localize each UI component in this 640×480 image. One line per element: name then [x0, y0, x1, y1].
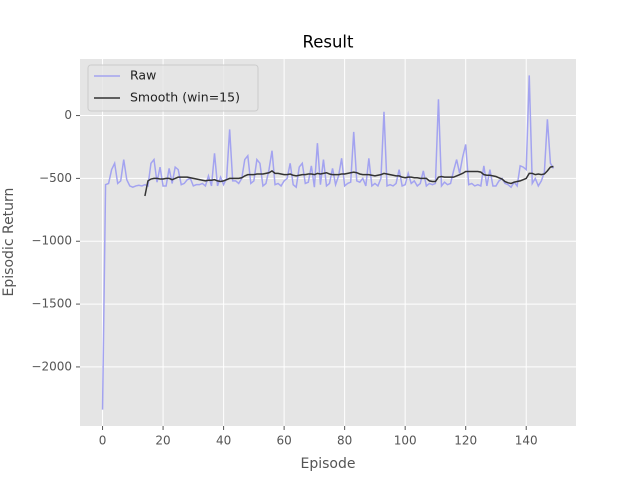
x-tick-label: 40 — [216, 434, 231, 448]
x-tick-label: 120 — [454, 434, 477, 448]
legend-label: Smooth (win=15) — [130, 90, 240, 105]
x-tick-label: 60 — [276, 434, 291, 448]
x-tick-label: 80 — [337, 434, 352, 448]
y-tick-label: −2000 — [31, 359, 72, 373]
plot-area — [80, 59, 576, 426]
y-tick-label: −1000 — [31, 234, 72, 248]
x-tick-label: 20 — [155, 434, 170, 448]
series-line — [101, 75, 555, 410]
legend-box — [87, 64, 259, 112]
series-line — [144, 165, 554, 197]
x-tick-label: 140 — [515, 434, 538, 448]
y-tick-label: −1500 — [31, 297, 72, 311]
legend-label: Raw — [130, 68, 156, 83]
x-tick-label: 0 — [99, 434, 107, 448]
y-tick-label: 0 — [64, 108, 72, 122]
x-tick-label: 100 — [394, 434, 417, 448]
x-axis-label: Episode — [301, 456, 356, 472]
chart-title: Result — [303, 33, 355, 52]
y-tick-label: −500 — [39, 171, 72, 185]
y-axis-label: Episodic Return — [1, 188, 17, 297]
